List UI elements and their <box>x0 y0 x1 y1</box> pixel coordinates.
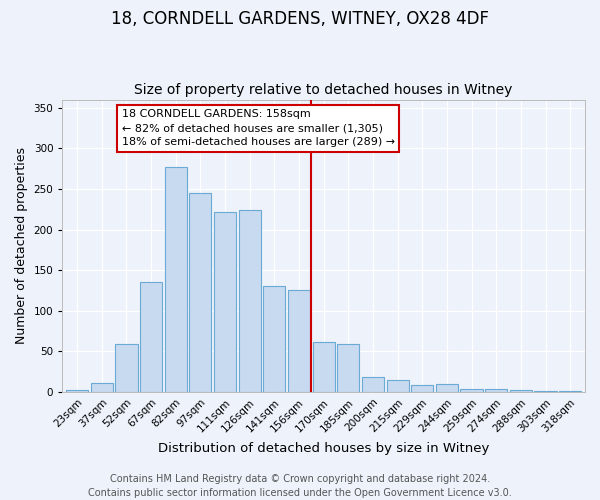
Bar <box>190 193 211 392</box>
Bar <box>115 344 137 392</box>
Bar <box>362 378 384 392</box>
Bar <box>411 386 433 392</box>
Text: 18 CORNDELL GARDENS: 158sqm
← 82% of detached houses are smaller (1,305)
18% of : 18 CORNDELL GARDENS: 158sqm ← 82% of det… <box>122 110 395 148</box>
Title: Size of property relative to detached houses in Witney: Size of property relative to detached ho… <box>134 83 513 97</box>
Bar <box>214 212 236 392</box>
Bar <box>313 342 335 392</box>
Bar <box>436 384 458 392</box>
Bar <box>510 390 532 392</box>
Bar <box>91 383 113 392</box>
Bar <box>164 167 187 392</box>
Bar <box>140 282 162 392</box>
Bar <box>559 391 581 392</box>
Text: Contains HM Land Registry data © Crown copyright and database right 2024.
Contai: Contains HM Land Registry data © Crown c… <box>88 474 512 498</box>
Bar <box>263 286 286 392</box>
Bar <box>535 391 557 392</box>
X-axis label: Distribution of detached houses by size in Witney: Distribution of detached houses by size … <box>158 442 490 455</box>
Bar <box>386 380 409 392</box>
Bar <box>239 210 261 392</box>
Bar <box>288 290 310 392</box>
Text: 18, CORNDELL GARDENS, WITNEY, OX28 4DF: 18, CORNDELL GARDENS, WITNEY, OX28 4DF <box>111 10 489 28</box>
Bar <box>66 390 88 392</box>
Bar <box>337 344 359 392</box>
Bar <box>460 388 482 392</box>
Y-axis label: Number of detached properties: Number of detached properties <box>15 148 28 344</box>
Bar <box>485 388 508 392</box>
